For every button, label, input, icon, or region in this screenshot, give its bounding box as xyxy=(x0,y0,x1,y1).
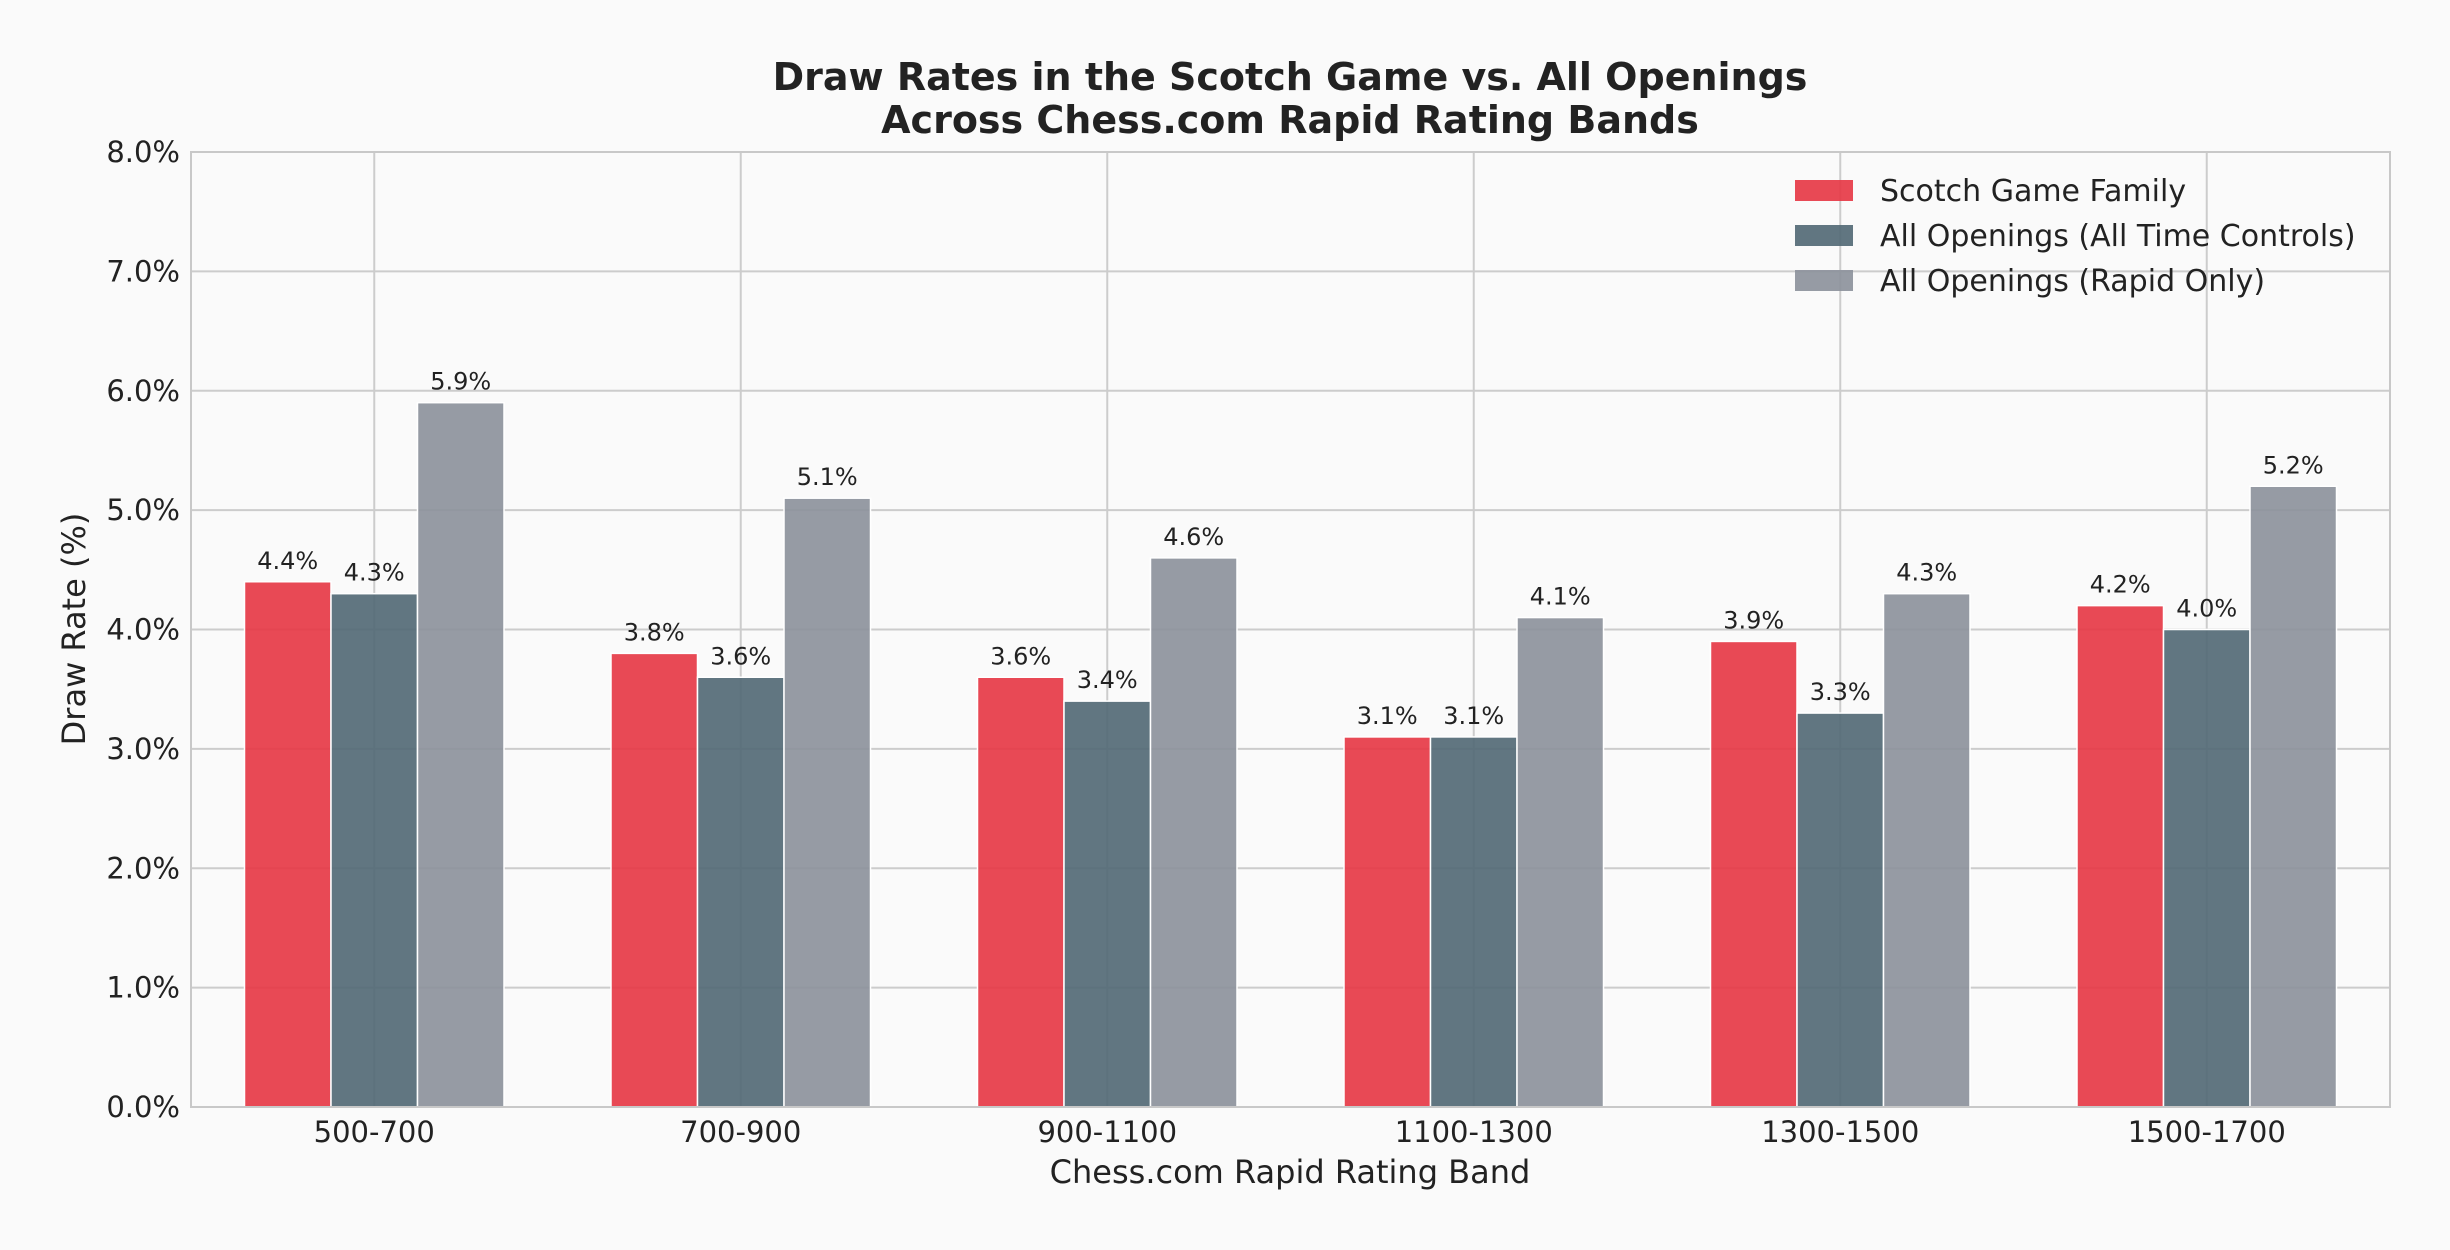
bar xyxy=(1063,700,1152,1108)
tick-labels: 0.0% 1.0% 2.0% 3.0% 4.0% 5.0% 6.0% 7.0% 8.0% 500-… xyxy=(106,135,2285,1149)
y-tick-label: 5.0% xyxy=(106,493,180,527)
bar xyxy=(1343,736,1432,1108)
data-label: 5.2% xyxy=(2263,451,2324,479)
bar xyxy=(2249,485,2338,1108)
data-label: 4.3% xyxy=(344,559,405,587)
x-tick-label: 900-1100 xyxy=(1037,1115,1177,1149)
data-label: 5.9% xyxy=(430,368,491,396)
y-axis-label: Draw Rate (%) xyxy=(55,513,93,746)
x-tick-label: 500-700 xyxy=(314,1115,435,1149)
bar xyxy=(2076,604,2165,1108)
x-axis-label: Chess.com Rapid Rating Band xyxy=(1050,1153,1531,1191)
y-tick-label: 2.0% xyxy=(106,851,180,885)
data-label: 4.1% xyxy=(1530,583,1591,611)
y-tick-label: 4.0% xyxy=(106,613,180,647)
y-tick-label: 3.0% xyxy=(106,732,180,766)
bar xyxy=(783,497,872,1108)
y-tick-label: 8.0% xyxy=(106,135,180,169)
data-label: 4.3% xyxy=(1896,559,1957,587)
bar xyxy=(1882,592,1971,1108)
bar xyxy=(610,652,699,1108)
data-label: 4.0% xyxy=(2176,595,2237,623)
data-label: 3.1% xyxy=(1357,702,1418,730)
y-tick-label: 0.0% xyxy=(106,1090,180,1124)
legend-label: All Openings (Rapid Only) xyxy=(1880,264,2265,299)
data-label: 3.6% xyxy=(710,642,771,670)
legend-swatch xyxy=(1795,180,1853,201)
x-tick-label: 1500-1700 xyxy=(2128,1115,2286,1149)
plot-frame xyxy=(190,151,2391,1108)
legend: Scotch Game Family All Openings (All Time… xyxy=(1795,174,2356,299)
chart-title-line-2: Across Chess.com Rapid Rating Bands xyxy=(881,98,1699,142)
data-label: 4.2% xyxy=(2090,571,2151,599)
data-label: 3.4% xyxy=(1077,666,1138,694)
data-label: 3.8% xyxy=(624,618,685,646)
data-label: 4.6% xyxy=(1163,523,1224,551)
data-label: 3.9% xyxy=(1723,606,1784,634)
chart-title-line-1: Draw Rates in the Scotch Game vs. All Op… xyxy=(773,55,1808,99)
y-tick-label: 1.0% xyxy=(106,971,180,1005)
bar xyxy=(1796,712,1885,1108)
bar xyxy=(1149,557,1238,1108)
legend-label: All Openings (All Time Controls) xyxy=(1880,219,2356,254)
grid-lines xyxy=(191,151,2390,1108)
bars xyxy=(243,401,2338,1108)
legend-swatch xyxy=(1795,270,1853,291)
data-labels: 4.4% 3.8% 3.6% 3.1% 3.9% 4.2% 4.3% 3.6% 3.4% 3.1%… xyxy=(257,368,2323,730)
data-label: 4.4% xyxy=(257,547,318,575)
x-tick-label: 1300-1500 xyxy=(1761,1115,1919,1149)
legend-swatch xyxy=(1795,225,1853,246)
bar xyxy=(2162,628,2251,1108)
data-label: 5.1% xyxy=(797,463,858,491)
data-label: 3.3% xyxy=(1810,678,1871,706)
bar xyxy=(1516,616,1605,1108)
y-tick-label: 7.0% xyxy=(106,254,180,288)
data-label: 3.1% xyxy=(1443,702,1504,730)
legend-label: Scotch Game Family xyxy=(1880,174,2186,209)
bar xyxy=(330,592,419,1108)
data-label: 3.6% xyxy=(990,642,1051,670)
bar xyxy=(696,676,785,1108)
x-tick-label: 1100-1300 xyxy=(1395,1115,1553,1149)
bar xyxy=(243,581,332,1108)
bar xyxy=(1709,640,1798,1108)
bar xyxy=(416,401,505,1108)
x-tick-label: 700-900 xyxy=(680,1115,801,1149)
bar xyxy=(976,676,1065,1108)
bar xyxy=(1429,736,1518,1108)
y-tick-label: 6.0% xyxy=(106,374,180,408)
